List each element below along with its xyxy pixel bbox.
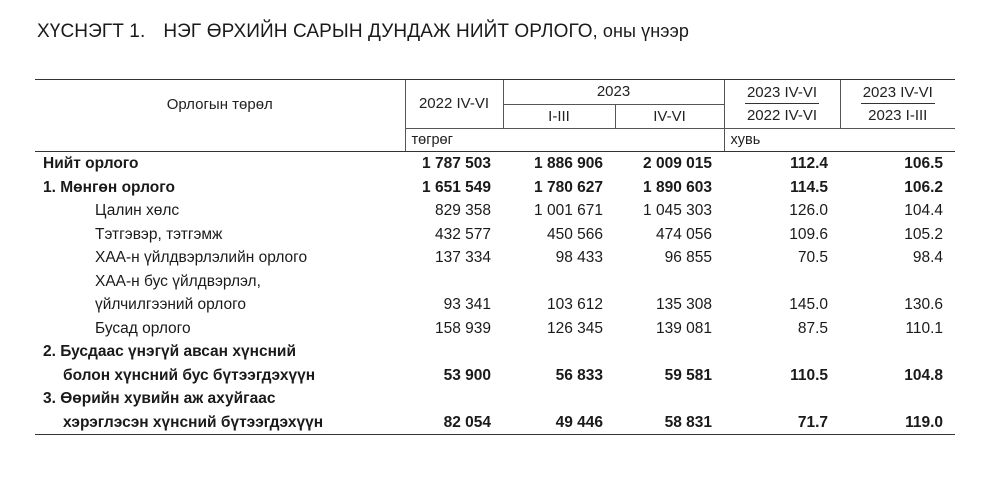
- table-body: Нийт орлого 1 787 503 1 886 906 2 009 01…: [35, 152, 955, 435]
- cell-2022-q2: 1 787 503: [422, 155, 491, 172]
- unit-tugrik: төгрөг: [404, 128, 724, 152]
- row-label: Нийт орлого: [43, 155, 139, 172]
- table-row-own-farm-label: 3. Өөрийн хувийн аж ахуйгаас: [35, 387, 955, 411]
- cell-2023-q1: 103 612: [546, 296, 603, 313]
- cell-2023-q2: 58 831: [615, 410, 724, 435]
- cell-2022-q2: 82 054: [405, 410, 503, 435]
- table-title-main: НЭГ ӨРХИЙН САРЫН ДУНДАЖ НИЙТ ОРЛОГО: [163, 21, 593, 42]
- cell-2022-q2: 829 358: [434, 202, 491, 219]
- cell-2023-q1: 126 345: [546, 319, 603, 337]
- cell-2023-q1: 450 566: [546, 225, 603, 243]
- cell-2022-q2: 93 341: [443, 296, 491, 313]
- header-ratio-qoq: 2023 IV-VI 2023 I-III: [839, 79, 955, 129]
- row-label-line1: ХАА-н бус үйлдвэрлэл,: [95, 272, 261, 290]
- header-2023-q2: IV-VI: [614, 104, 724, 129]
- cell-ratio-qoq: 105.2: [904, 225, 943, 243]
- cell-ratio-qoq: 104.8: [904, 366, 943, 384]
- table-row-total: Нийт орлого 1 787 503 1 886 906 2 009 01…: [35, 152, 955, 176]
- table-title-suffix: , оны үнээр: [592, 21, 689, 41]
- cell-2022-q2: 158 939: [434, 319, 491, 337]
- ratio-qoq-numerator: 2023 IV-VI: [860, 82, 935, 104]
- cell-2023-q1: 56 833: [555, 366, 603, 384]
- table-row-free-goods: болон хүнсний бус бүтээгдэхүүн 53 900 56…: [35, 364, 955, 388]
- table-row-free-goods-label: 2. Бусдаас үнэгүй авсан хүнсний: [35, 340, 955, 364]
- header-2023: 2023: [502, 79, 724, 105]
- cell-ratio-yoy: 109.6: [789, 225, 828, 243]
- cell-2023-q2: 1 045 303: [643, 202, 712, 219]
- table-row-own-farm: хэрэглэсэн хүнсний бүтээгдэхүүн 82 054 4…: [35, 410, 955, 435]
- row-label: болон хүнсний бус бүтээгдэхүүн: [63, 366, 316, 384]
- row-label: үйлчилгээний орлого: [95, 296, 247, 313]
- cell-ratio-yoy: 126.0: [789, 202, 828, 219]
- cell-ratio-yoy: 71.7: [724, 410, 840, 435]
- cell-2023-q1: 98 433: [555, 249, 603, 266]
- cell-ratio-qoq: 110.1: [905, 319, 943, 337]
- cell-ratio-yoy: 145.0: [789, 296, 828, 313]
- row-label: 1. Мөнгөн орлого: [43, 178, 175, 196]
- cell-2022-q2: 1 651 549: [422, 178, 491, 196]
- row-label: ХАА-н үйлдвэрлэлийн орлого: [95, 249, 308, 266]
- cell-ratio-qoq: 106.2: [904, 178, 943, 196]
- ratio-qoq-denominator: 2023 I-III: [868, 107, 928, 124]
- cell-2023-q1: 1 886 906: [534, 155, 603, 172]
- table-row-wages: Цалин хөлс 829 358 1 001 671 1 045 303 1…: [35, 199, 955, 223]
- unit-percent: хувь: [723, 128, 955, 152]
- cell-ratio-qoq: 119.0: [840, 410, 955, 435]
- cell-2022-q2: 432 577: [434, 225, 491, 243]
- cell-ratio-qoq: 98.4: [912, 249, 943, 266]
- row-label-line1: 2. Бусдаас үнэгүй авсан хүнсний: [43, 343, 296, 360]
- table-number: ХҮСНЭГТ 1.: [37, 21, 146, 42]
- cell-2023-q1: 49 446: [503, 410, 615, 435]
- cell-ratio-yoy: 114.5: [790, 178, 828, 196]
- cell-2022-q2: 137 334: [434, 249, 491, 266]
- cell-ratio-yoy: 110.5: [790, 366, 828, 384]
- header-2022-q2: 2022 IV-VI: [404, 79, 503, 129]
- cell-2023-q2: 96 855: [664, 249, 712, 266]
- table-row-other-income: Бусад орлого 158 939 126 345 139 081 87.…: [35, 317, 955, 341]
- row-label-line1: 3. Өөрийн хувийн аж ахуйгаас: [43, 390, 276, 407]
- row-label: хэрэглэсэн хүнсний бүтээгдэхүүн: [35, 410, 405, 435]
- cell-2023-q2: 59 581: [664, 366, 712, 384]
- cell-2023-q2: 139 081: [655, 319, 712, 337]
- cell-2023-q1: 1 780 627: [534, 178, 603, 196]
- income-table: Орлогын төрөл 2022 IV-VI 2023 2023 IV-VI…: [35, 79, 955, 435]
- row-label: Тэтгэвэр, тэтгэмж: [95, 225, 223, 243]
- cell-ratio-yoy: 87.5: [797, 319, 828, 337]
- cell-2023-q2: 135 308: [655, 296, 712, 313]
- cell-2023-q2: 2 009 015: [643, 155, 712, 172]
- cell-ratio-qoq: 104.4: [904, 202, 943, 219]
- cell-2022-q2: 53 900: [443, 366, 491, 384]
- table-row-nonagri-income: үйлчилгээний орлого 93 341 103 612 135 3…: [35, 293, 955, 317]
- table-title: ХҮСНЭГТ 1. НЭГ ӨРХИЙН САРЫН ДУНДАЖ НИЙТ О…: [37, 21, 689, 43]
- table-row-agri-income: ХАА-н үйлдвэрлэлийн орлого 137 334 98 43…: [35, 246, 955, 270]
- row-label: Цалин хөлс: [95, 202, 180, 219]
- cell-2023-q2: 1 890 603: [643, 178, 712, 196]
- table-row-pensions: Тэтгэвэр, тэтгэмж 432 577 450 566 474 05…: [35, 223, 955, 247]
- row-label: Бусад орлого: [95, 319, 191, 337]
- cell-2023-q2: 474 056: [655, 225, 712, 243]
- unit-blank: [35, 128, 405, 152]
- header-2023-q1: I-III: [502, 104, 615, 129]
- header-ratio-yoy: 2023 IV-VI 2022 IV-VI: [723, 79, 840, 129]
- ratio-yoy-numerator: 2023 IV-VI: [744, 82, 820, 104]
- ratio-yoy-denominator: 2022 IV-VI: [746, 107, 818, 124]
- cell-ratio-qoq: 106.5: [904, 155, 943, 172]
- table-row-cash-income: 1. Мөнгөн орлого 1 651 549 1 780 627 1 8…: [35, 176, 955, 200]
- table-row-nonagri-label: ХАА-н бус үйлдвэрлэл,: [35, 270, 955, 294]
- cell-ratio-qoq: 130.6: [904, 296, 943, 313]
- table-header: Орлогын төрөл 2022 IV-VI 2023 2023 IV-VI…: [35, 79, 955, 152]
- cell-ratio-yoy: 112.4: [790, 155, 828, 172]
- cell-ratio-yoy: 70.5: [797, 249, 828, 266]
- header-income-type: Орлогын төрөл: [35, 79, 405, 129]
- cell-2023-q1: 1 001 671: [534, 202, 603, 219]
